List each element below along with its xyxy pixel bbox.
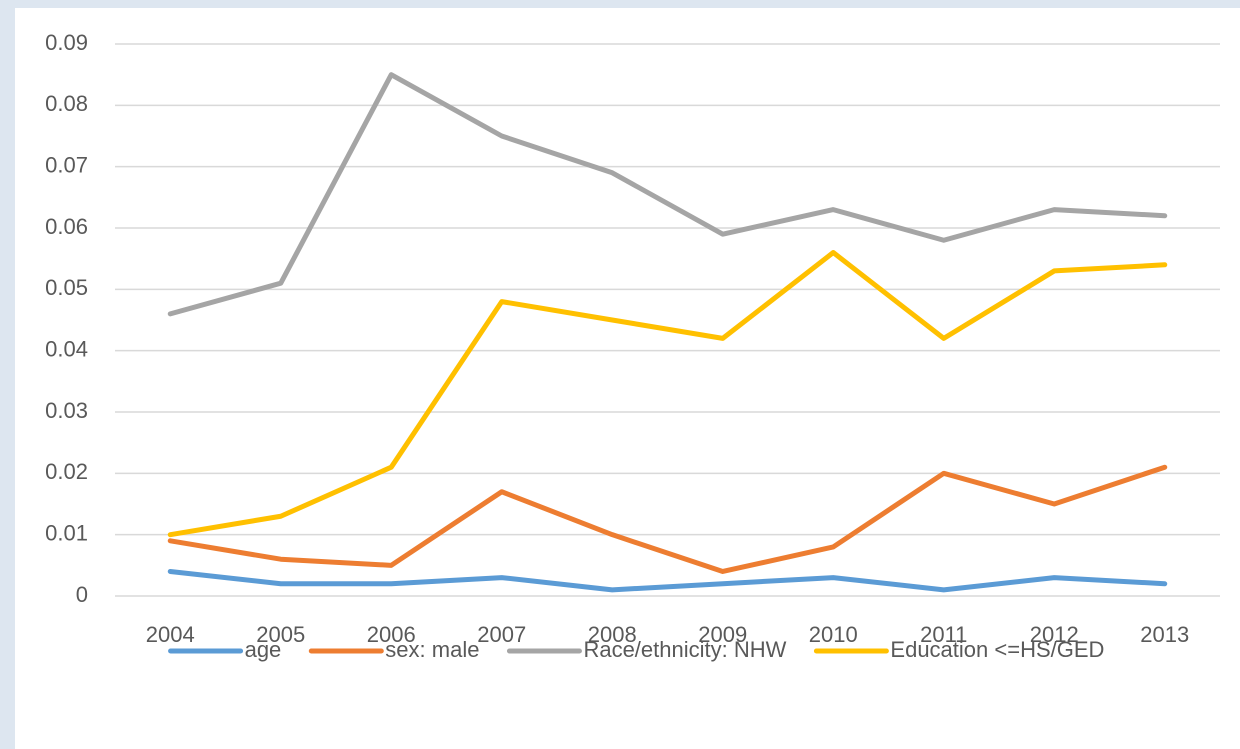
legend-label: Education <=HS/GED	[890, 637, 1104, 662]
x-tick-label: 2009	[698, 622, 747, 647]
x-tick-label: 2013	[1140, 622, 1189, 647]
y-tick-label: 0.03	[45, 398, 88, 423]
x-tick-label: 2007	[477, 622, 526, 647]
legend-label: age	[245, 637, 282, 662]
series-line	[167, 72, 1168, 317]
y-tick-label: 0.04	[45, 336, 88, 361]
x-tick-label: 2005	[256, 622, 305, 647]
y-tick-label: 0.09	[45, 30, 88, 55]
x-tick-label: 2010	[809, 622, 858, 647]
y-tick-label: 0.01	[45, 520, 88, 545]
x-tick-label: 2011	[920, 622, 967, 647]
y-tick-label: 0.02	[45, 459, 88, 484]
chart-area	[15, 8, 1240, 749]
y-tick-label: 0.08	[45, 91, 88, 116]
y-tick-label: 0.06	[45, 214, 88, 239]
legend-label: Race/ethnicity: NHW	[583, 637, 786, 662]
y-tick-label: 0.05	[45, 275, 88, 300]
series-line	[167, 464, 1168, 574]
series-line	[167, 250, 1168, 538]
y-tick-label: 0.07	[45, 152, 88, 177]
x-tick-label: 2004	[146, 622, 195, 647]
x-tick-label: 2006	[367, 622, 416, 647]
x-tick-label: 2008	[588, 622, 637, 647]
series-line	[167, 568, 1168, 593]
x-tick-label: 2012	[1030, 622, 1079, 647]
legend-label: sex: male	[385, 637, 479, 662]
y-tick-label: 0	[76, 582, 88, 607]
